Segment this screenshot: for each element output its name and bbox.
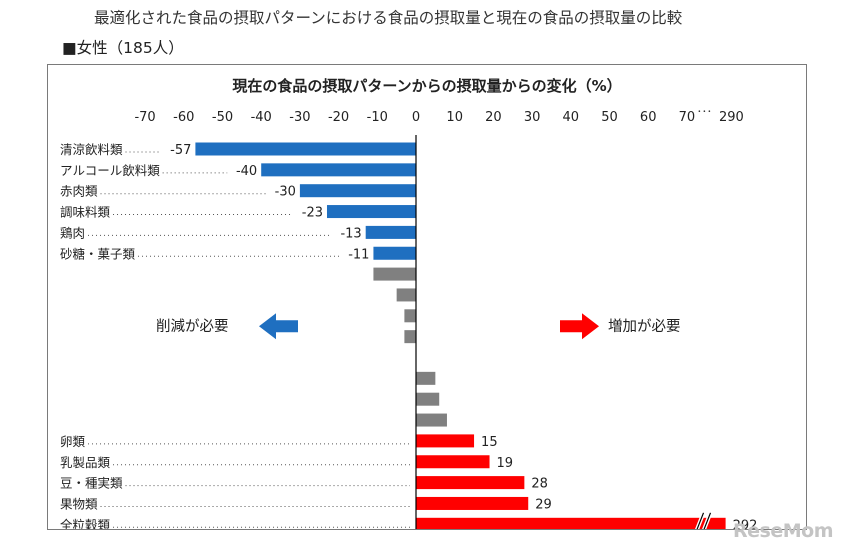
x-tick-label: 60 [640, 110, 657, 125]
data-label: 15 [481, 435, 498, 450]
data-label: -40 [236, 164, 257, 179]
bar [373, 246, 416, 260]
x-tick-label: 70 [679, 110, 696, 125]
category-label: 豆・種実類 [60, 476, 123, 491]
category-label: 調味料類 [60, 205, 111, 220]
category-label: 鶏肉 [60, 225, 85, 240]
bar [416, 434, 475, 448]
chart-title: 現在の食品の摂取パターンからの摂取量からの変化（%） [232, 77, 622, 95]
watermark-logo: ReseMom [733, 520, 833, 542]
annotation-decrease: 削減が必要 [156, 318, 229, 335]
bar [404, 330, 416, 344]
x-tick-label: 20 [485, 110, 502, 125]
category-label: 乳製品類 [60, 455, 111, 470]
bar [373, 267, 416, 281]
data-label: 29 [535, 497, 552, 512]
x-tick-label: 40 [563, 110, 580, 125]
data-label: -57 [170, 143, 191, 158]
data-label: -11 [348, 247, 369, 262]
category-label: アルコール飲料類 [60, 163, 160, 178]
data-label: -23 [302, 206, 323, 221]
bar [416, 476, 525, 490]
bar [416, 496, 529, 510]
annotation-increase: 増加が必要 [608, 318, 681, 335]
bar [416, 517, 726, 529]
chart-frame: 現在の食品の摂取パターンからの摂取量からの変化（%） -70 -60 -50 -40-… [47, 64, 807, 530]
left-arrow-icon [259, 313, 298, 340]
data-label: -30 [275, 185, 296, 200]
category-label: 果物類 [60, 496, 98, 511]
x-tick-label-break: 290 [719, 110, 744, 125]
data-label: 19 [497, 456, 514, 471]
page-title: 最適化された食品の摂取パターンにおける食品の摂取量と現在の食品の摂取量の比較 [94, 9, 683, 27]
x-tick-label: -50 [212, 110, 233, 125]
bar [416, 455, 490, 469]
category-label: 卵類 [60, 434, 86, 449]
data-label: 292 [733, 518, 758, 529]
right-arrow-icon [560, 313, 599, 340]
x-tick-label: -20 [328, 110, 349, 125]
bar [416, 371, 436, 385]
bar-break-mark [703, 512, 712, 529]
bar [365, 225, 416, 239]
x-tick-label: 30 [524, 110, 541, 125]
bar [416, 392, 440, 406]
category-label: 赤肉類 [60, 184, 98, 199]
bar [299, 184, 416, 198]
category-label: 砂糖・菓子類 [60, 246, 136, 261]
x-tick-label: 0 [412, 110, 420, 125]
x-tick-label: -30 [289, 110, 310, 125]
category-label: 清涼飲料類 [60, 142, 123, 157]
category-label: 全粒穀類 [60, 517, 111, 529]
bar [195, 142, 416, 156]
x-tick-label: 10 [446, 110, 463, 125]
bar [326, 205, 416, 219]
subtitle: ■女性（185人） [62, 39, 184, 57]
x-tick-label: -10 [367, 110, 388, 125]
x-axis-break-ellipsis: ･･･ [697, 107, 712, 118]
bar [261, 163, 416, 177]
bar [404, 309, 416, 323]
data-label: 28 [531, 477, 548, 492]
bar-break-mark [696, 512, 705, 529]
bar-chart: -70 -60 -50 -40 -30 -20 -10 0 10 20 30 40 50 60 70 ･･･ 2… [60, 107, 758, 529]
x-tick-label: -70 [134, 110, 155, 125]
x-tick-label: -60 [173, 110, 194, 125]
data-label: -13 [340, 226, 361, 241]
bar [396, 288, 416, 302]
bar [416, 413, 447, 427]
x-tick-label: 50 [601, 110, 618, 125]
x-tick-label: -40 [251, 110, 272, 125]
